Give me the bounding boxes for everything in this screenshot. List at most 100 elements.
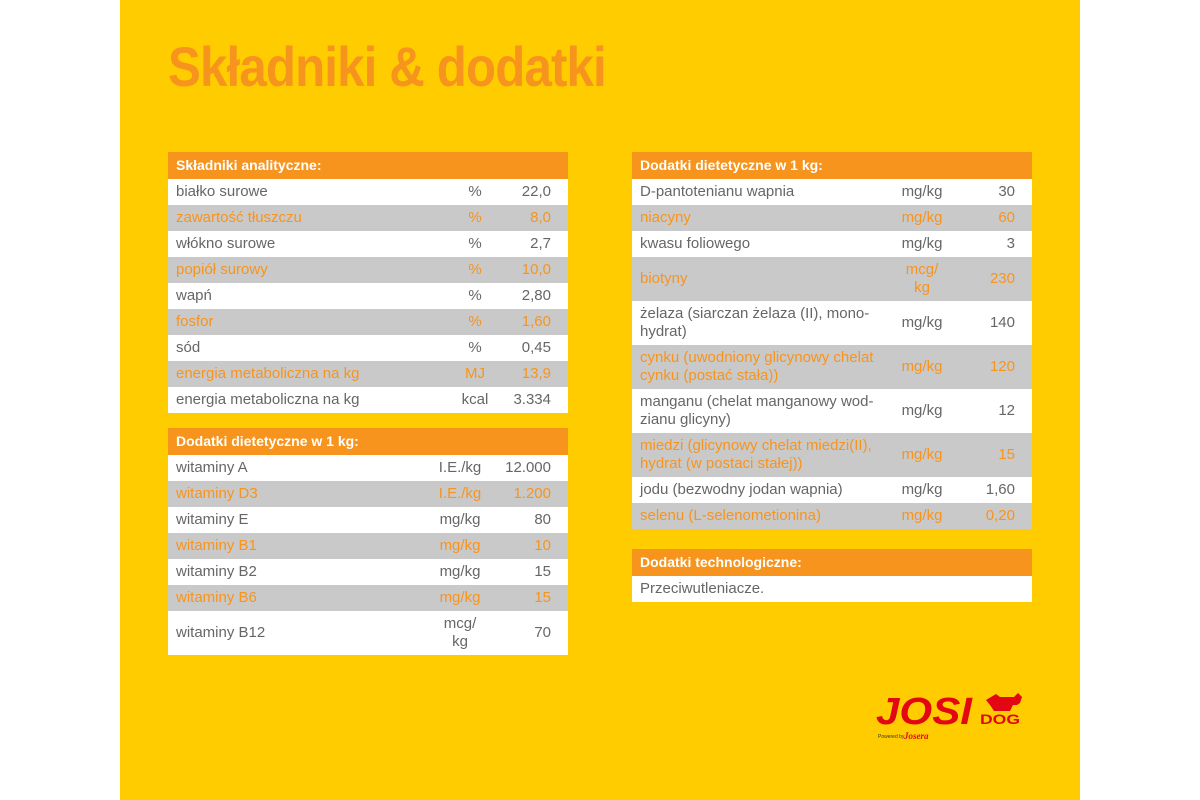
cell-value: 140 <box>989 314 1015 331</box>
cell-value: 1,60 <box>985 481 1015 498</box>
table-row: D-pantotenianu wapnia mg/kg 30 <box>632 179 1032 205</box>
logo-dog-icon <box>986 693 1022 711</box>
table-row: włókno surowe% 2,7 <box>168 231 568 257</box>
cell-value: 10,0 <box>521 261 551 278</box>
cell-name: cynku (uwodniony glicynowy chelat cynku … <box>640 349 874 384</box>
cell-value: 12.000 <box>505 459 551 476</box>
cell-value: 2,80 <box>521 287 551 304</box>
logo-maker: Josera <box>903 731 929 741</box>
cell-unit: % <box>468 183 482 200</box>
cell-unit: mg/kg <box>439 589 481 606</box>
cell-name: witaminy E <box>176 511 249 528</box>
cell-unit: mg/kg <box>901 209 943 226</box>
cell-name: miedzi (glicynowy chelat miedzi(II), hyd… <box>640 437 872 472</box>
cell-value: 3.334 <box>513 391 551 408</box>
cell-name: witaminy D3 <box>176 485 258 502</box>
table-row: cynku (uwodniony glicynowy chelat cynku … <box>632 345 1032 389</box>
cell-unit: mg/kg <box>901 235 943 252</box>
table-row: energia metaboliczna na kg MJ 13,9 <box>168 361 568 387</box>
cell-value: 60 <box>998 209 1015 226</box>
table-header: Dodatki dietetyczne w 1 kg: <box>632 152 1032 179</box>
table-row: jodu (bezwodny jodan wapnia) mg/kg 1,60 <box>632 477 1032 503</box>
cell-name: niacyny <box>640 209 691 226</box>
cell-unit: mg/kg <box>901 446 943 463</box>
cell-name: energia metaboliczna na kg <box>176 365 360 382</box>
cell-name: fosfor <box>176 313 214 330</box>
table-row: żelaza (siarczan żelaza (II), mono- hydr… <box>632 301 1032 345</box>
cell-unit: I.E./kg <box>438 485 482 502</box>
cell-value: 80 <box>534 511 551 528</box>
cell-name: witaminy B12 <box>176 624 266 641</box>
cell-name: sód <box>176 339 201 356</box>
cell-value: 70 <box>534 624 551 641</box>
cell-name: żelaza (siarczan żelaza (II), mono- hydr… <box>640 305 870 340</box>
cell-unit: mg/kg <box>901 507 943 524</box>
cell-name: popiół surowy <box>176 261 268 278</box>
table-row: miedzi (glicynowy chelat miedzi(II), hyd… <box>632 433 1032 477</box>
table: Składniki analityczne: białko surowe% 22,0… <box>168 152 568 413</box>
cell-value: 1,60 <box>521 313 551 330</box>
cell-unit: I.E./kg <box>438 459 482 476</box>
table: Dodatki dietetyczne w 1 kg: witaminy A I.E… <box>168 428 568 655</box>
logo-brand: JOSI <box>876 691 974 733</box>
cell-name: witaminy B6 <box>176 589 257 606</box>
cell-value: 230 <box>989 270 1015 287</box>
cell-value: 12 <box>998 402 1015 419</box>
cell-unit: % <box>468 313 482 330</box>
cell-value: 22,0 <box>521 183 551 200</box>
cell-unit: % <box>468 287 482 304</box>
cell-value: 15 <box>534 563 551 580</box>
cell-value: 1.200 <box>513 485 551 502</box>
table-row: Przeciwutleniacze. <box>632 576 1032 602</box>
cell-unit: mg/kg <box>901 358 943 375</box>
cell-name: witaminy B1 <box>176 537 257 554</box>
table-row: witaminy E mg/kg 80 <box>168 507 568 533</box>
table-row: witaminy D3 I.E./kg 1.200 <box>168 481 568 507</box>
table-row: popiół surowy% 10,0 <box>168 257 568 283</box>
cell-name: manganu (chelat manganowy wod- zianu gli… <box>640 393 874 428</box>
table-header: Dodatki dietetyczne w 1 kg: <box>168 428 568 455</box>
title: Składniki & dodatki <box>168 35 607 98</box>
cell-unit: mg/kg <box>439 563 481 580</box>
cell-unit: kcal <box>461 391 489 408</box>
cell-unit: mg/kg <box>901 314 943 331</box>
table-row: niacyny mg/kg 60 <box>632 205 1032 231</box>
table-row: witaminy B6 mg/kg 15 <box>168 585 568 611</box>
table: Dodatki dietetyczne w 1 kg: D-pantotenian… <box>632 152 1032 529</box>
table: Dodatki technologiczne: Przeciwutleniacze… <box>632 549 1032 602</box>
table-row: witaminy B1 mg/kg 10 <box>168 533 568 559</box>
table-row: energia metaboliczna na kg kcal 3.334 <box>168 387 568 413</box>
cell-unit: mg/kg <box>901 402 943 419</box>
cell-name: wapń <box>176 287 212 304</box>
cell-value: 30 <box>998 183 1015 200</box>
cell-value: 13,9 <box>521 365 551 382</box>
logo: JOSI DOG Powered by Josera <box>876 691 1022 741</box>
cell-unit: mcg/ kg <box>443 615 477 650</box>
table-row: biotyny mcg/ kg 230 <box>632 257 1032 301</box>
cell-name: D-pantotenianu wapnia <box>640 183 795 200</box>
cell-name: witaminy B2 <box>176 563 257 580</box>
logo-powered: Powered by <box>878 734 905 740</box>
cell-name: Przeciwutleniacze. <box>640 580 765 597</box>
cell-unit: mg/kg <box>439 511 481 528</box>
table-header: Dodatki technologiczne: <box>632 549 1032 576</box>
cell-value: 15 <box>534 589 551 606</box>
cell-unit: mcg/ kg <box>905 261 939 296</box>
cell-unit: % <box>468 209 482 226</box>
cell-value: 3 <box>1006 235 1015 252</box>
table-row: witaminy A I.E./kg 12.000 <box>168 455 568 481</box>
table-row: selenu (L-selenometionina) mg/kg 0,20 <box>632 503 1032 529</box>
table-row: witaminy B12 mcg/ kg 70 <box>168 611 568 655</box>
cell-name: kwasu foliowego <box>640 235 751 252</box>
cell-name: włókno surowe <box>176 235 276 252</box>
cell-name: biotyny <box>640 270 688 287</box>
cell-unit: MJ <box>465 365 485 382</box>
cell-name: selenu (L-selenometionina) <box>640 507 821 524</box>
table-row: manganu (chelat manganowy wod- zianu gli… <box>632 389 1032 433</box>
cell-unit: mg/kg <box>901 183 943 200</box>
cell-value: 8,0 <box>530 209 551 226</box>
table-row: wapń% 2,80 <box>168 283 568 309</box>
cell-value: 2,7 <box>530 235 551 252</box>
cell-name: jodu (bezwodny jodan wapnia) <box>640 481 843 498</box>
